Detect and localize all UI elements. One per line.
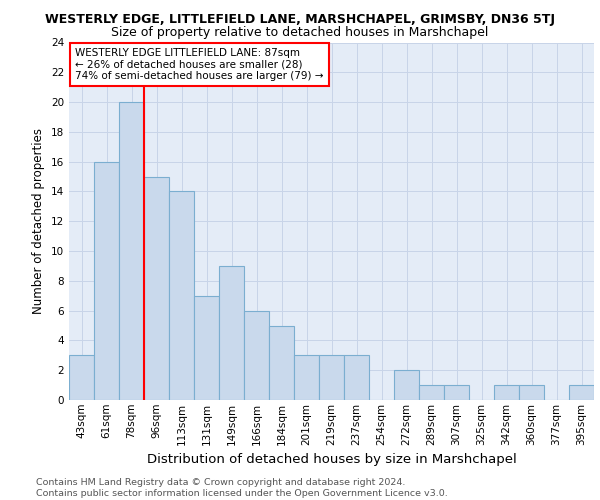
Text: WESTERLY EDGE LITTLEFIELD LANE: 87sqm
← 26% of detached houses are smaller (28)
: WESTERLY EDGE LITTLEFIELD LANE: 87sqm ← … <box>76 48 324 81</box>
Bar <box>494 385 519 400</box>
Text: WESTERLY EDGE, LITTLEFIELD LANE, MARSHCHAPEL, GRIMSBY, DN36 5TJ: WESTERLY EDGE, LITTLEFIELD LANE, MARSHCH… <box>45 12 555 26</box>
Bar <box>569 385 594 400</box>
Bar <box>219 266 244 400</box>
Bar <box>419 385 444 400</box>
Bar <box>294 356 319 400</box>
Bar <box>244 310 269 400</box>
Bar <box>194 296 219 400</box>
Bar <box>344 356 369 400</box>
Bar <box>69 356 94 400</box>
Bar <box>394 370 419 400</box>
Y-axis label: Number of detached properties: Number of detached properties <box>32 128 46 314</box>
Bar <box>119 102 144 400</box>
Bar <box>169 192 194 400</box>
Bar <box>94 162 119 400</box>
Text: Size of property relative to detached houses in Marshchapel: Size of property relative to detached ho… <box>112 26 488 39</box>
Bar <box>319 356 344 400</box>
Text: Contains HM Land Registry data © Crown copyright and database right 2024.
Contai: Contains HM Land Registry data © Crown c… <box>36 478 448 498</box>
X-axis label: Distribution of detached houses by size in Marshchapel: Distribution of detached houses by size … <box>146 453 517 466</box>
Bar <box>519 385 544 400</box>
Bar <box>144 176 169 400</box>
Bar <box>444 385 469 400</box>
Bar <box>269 326 294 400</box>
